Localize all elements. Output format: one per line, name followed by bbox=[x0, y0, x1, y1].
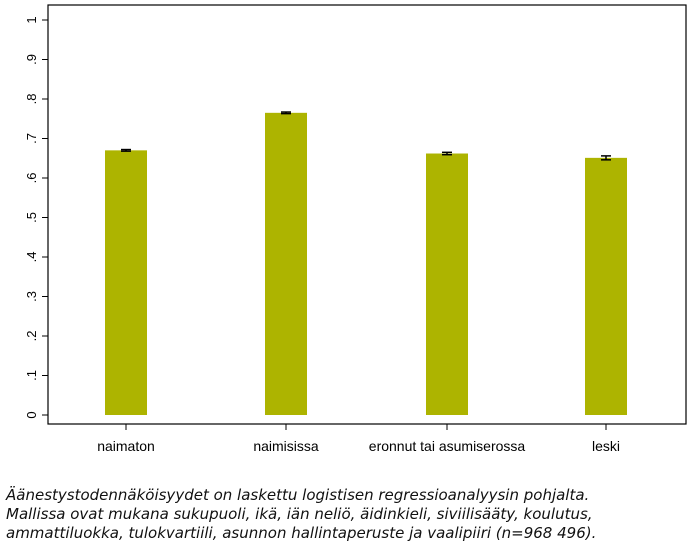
y-tick-label: .2 bbox=[24, 331, 39, 342]
y-tick-label: .7 bbox=[24, 133, 39, 144]
x-tick-label: naimaton bbox=[97, 438, 155, 454]
caption-line-1: Äänestystodennäköisyydet on laskettu log… bbox=[6, 486, 590, 504]
y-tick-label: .3 bbox=[24, 291, 39, 302]
y-tick-label: .1 bbox=[24, 370, 39, 381]
chart-caption: Äänestystodennäköisyydet on laskettu log… bbox=[6, 486, 694, 543]
bar-chart: 0 .1 .2 .3 .4 .5 .6 .7 .8 .9 1 naimaton naimisissa er… bbox=[24, 4, 687, 454]
x-tick-label: naimisissa bbox=[253, 438, 319, 454]
bar-2 bbox=[265, 112, 307, 415]
caption-line-3: ammattiluokka, tulokvartiili, asunnon ha… bbox=[6, 524, 597, 542]
y-tick-label: .9 bbox=[24, 54, 39, 65]
bar-4 bbox=[585, 157, 627, 416]
y-tick-label: .6 bbox=[24, 173, 39, 184]
caption-line-2: Mallissa ovat mukana sukupuoli, ikä, iän… bbox=[6, 505, 593, 523]
y-tick-label: 0 bbox=[24, 411, 39, 418]
y-tick-label: .5 bbox=[24, 212, 39, 223]
bar-1 bbox=[105, 150, 147, 415]
y-tick-label: .4 bbox=[24, 252, 39, 263]
x-tick-label: leski bbox=[592, 438, 620, 454]
y-tick-label: .8 bbox=[24, 94, 39, 105]
x-tick-label: eronnut tai asumiserossa bbox=[369, 438, 526, 454]
y-tick-label: 1 bbox=[24, 16, 39, 23]
bar-3 bbox=[426, 153, 468, 415]
plot-frame bbox=[47, 4, 687, 425]
